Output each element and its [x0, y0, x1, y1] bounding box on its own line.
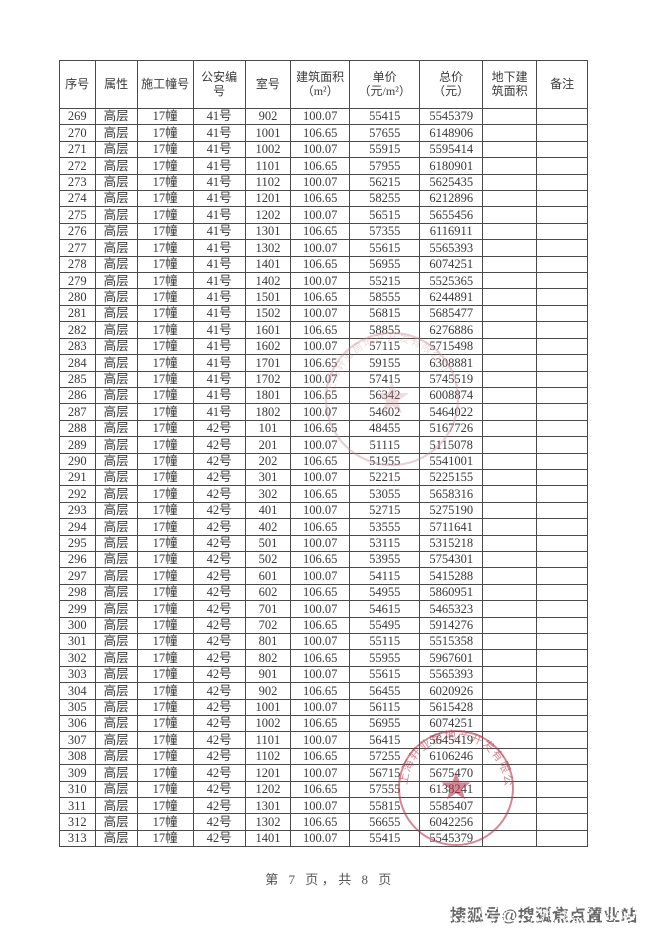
- svg-text:搜狐号@搜狐焦点置业站: 搜狐号@搜狐焦点置业站: [450, 905, 638, 925]
- svg-text:上海轩业房地产开发有限公司: 上海轩业房地产开发有限公司: [325, 331, 452, 394]
